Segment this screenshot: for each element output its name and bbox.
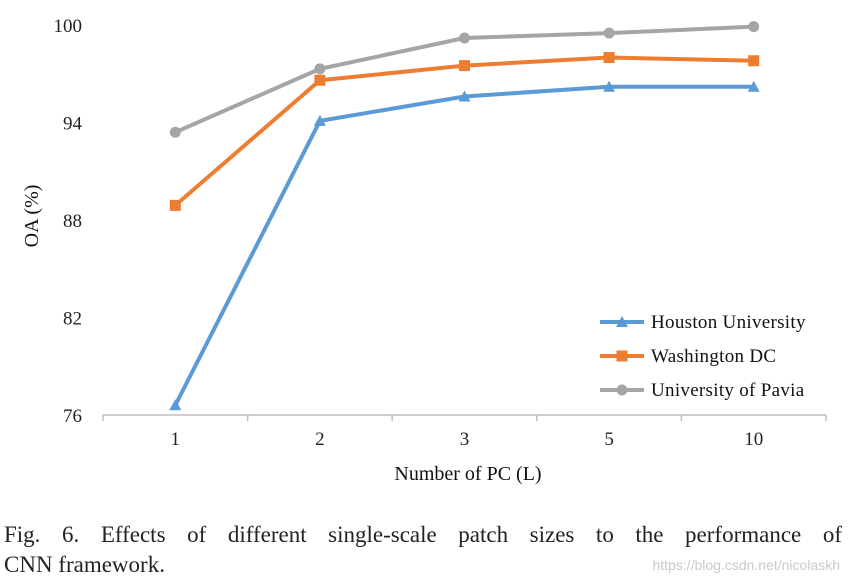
data-point-washington-dc (603, 52, 615, 63)
data-point-washington-dc (169, 199, 181, 211)
series-line-washington-dc (173, 55, 756, 208)
data-point-washington-dc (459, 60, 470, 72)
line-chart: 76 82 88 94 100 1 2 3 5 10 OA (%) Number of PC (… (21, 16, 827, 485)
data-point-university-of-pavia (459, 32, 470, 44)
legend: Houston University Washington DC Universit… (600, 312, 806, 401)
x-tick-label: 10 (744, 429, 763, 450)
data-point-university-of-pavia (169, 126, 181, 138)
data-point-houston-university (169, 399, 182, 411)
x-tick-label: 5 (604, 429, 614, 450)
y-tick-label: 82 (63, 309, 82, 330)
watermark: https://blog.csdn.net/nicolaskh (652, 557, 840, 573)
legend-label-houston-university: Houston University (651, 312, 806, 333)
data-point-houston-university (603, 80, 616, 92)
data-point-houston-university (313, 114, 326, 126)
y-axis-title: OA (%) (21, 185, 43, 248)
figure-caption-line-1: Fig. 6. Effects of different single-scal… (4, 522, 842, 547)
legend-marker-washington-dc (616, 350, 628, 362)
data-point-university-of-pavia (314, 63, 326, 75)
y-tick-labels: 76 82 88 94 100 (54, 16, 83, 427)
y-tick-label: 94 (63, 114, 83, 135)
series-layer (169, 21, 760, 411)
y-tick-label: 76 (63, 406, 82, 427)
y-tick-label: 100 (54, 16, 83, 37)
x-tick-label: 3 (460, 429, 470, 450)
data-point-university-of-pavia (603, 27, 615, 39)
x-axis-title: Number of PC (L) (394, 463, 541, 485)
data-point-houston-university (747, 80, 760, 92)
figure-caption-line-2: CNN framework. (4, 552, 165, 577)
x-tick-labels: 1 2 3 5 10 (102, 415, 827, 450)
legend-label-university-of-pavia: University of Pavia (651, 380, 805, 401)
data-point-washington-dc (748, 55, 760, 67)
x-tick-label: 1 (171, 429, 181, 450)
legend-label-washington-dc: Washington DC (651, 346, 776, 367)
data-point-university-of-pavia (748, 21, 760, 33)
legend-marker-university-of-pavia (616, 384, 628, 396)
data-point-houston-university (458, 90, 471, 102)
x-tick-label: 2 (315, 429, 325, 450)
y-tick-label: 88 (63, 211, 82, 232)
legend-marker-houston-university (616, 316, 628, 327)
data-point-washington-dc (314, 74, 326, 86)
